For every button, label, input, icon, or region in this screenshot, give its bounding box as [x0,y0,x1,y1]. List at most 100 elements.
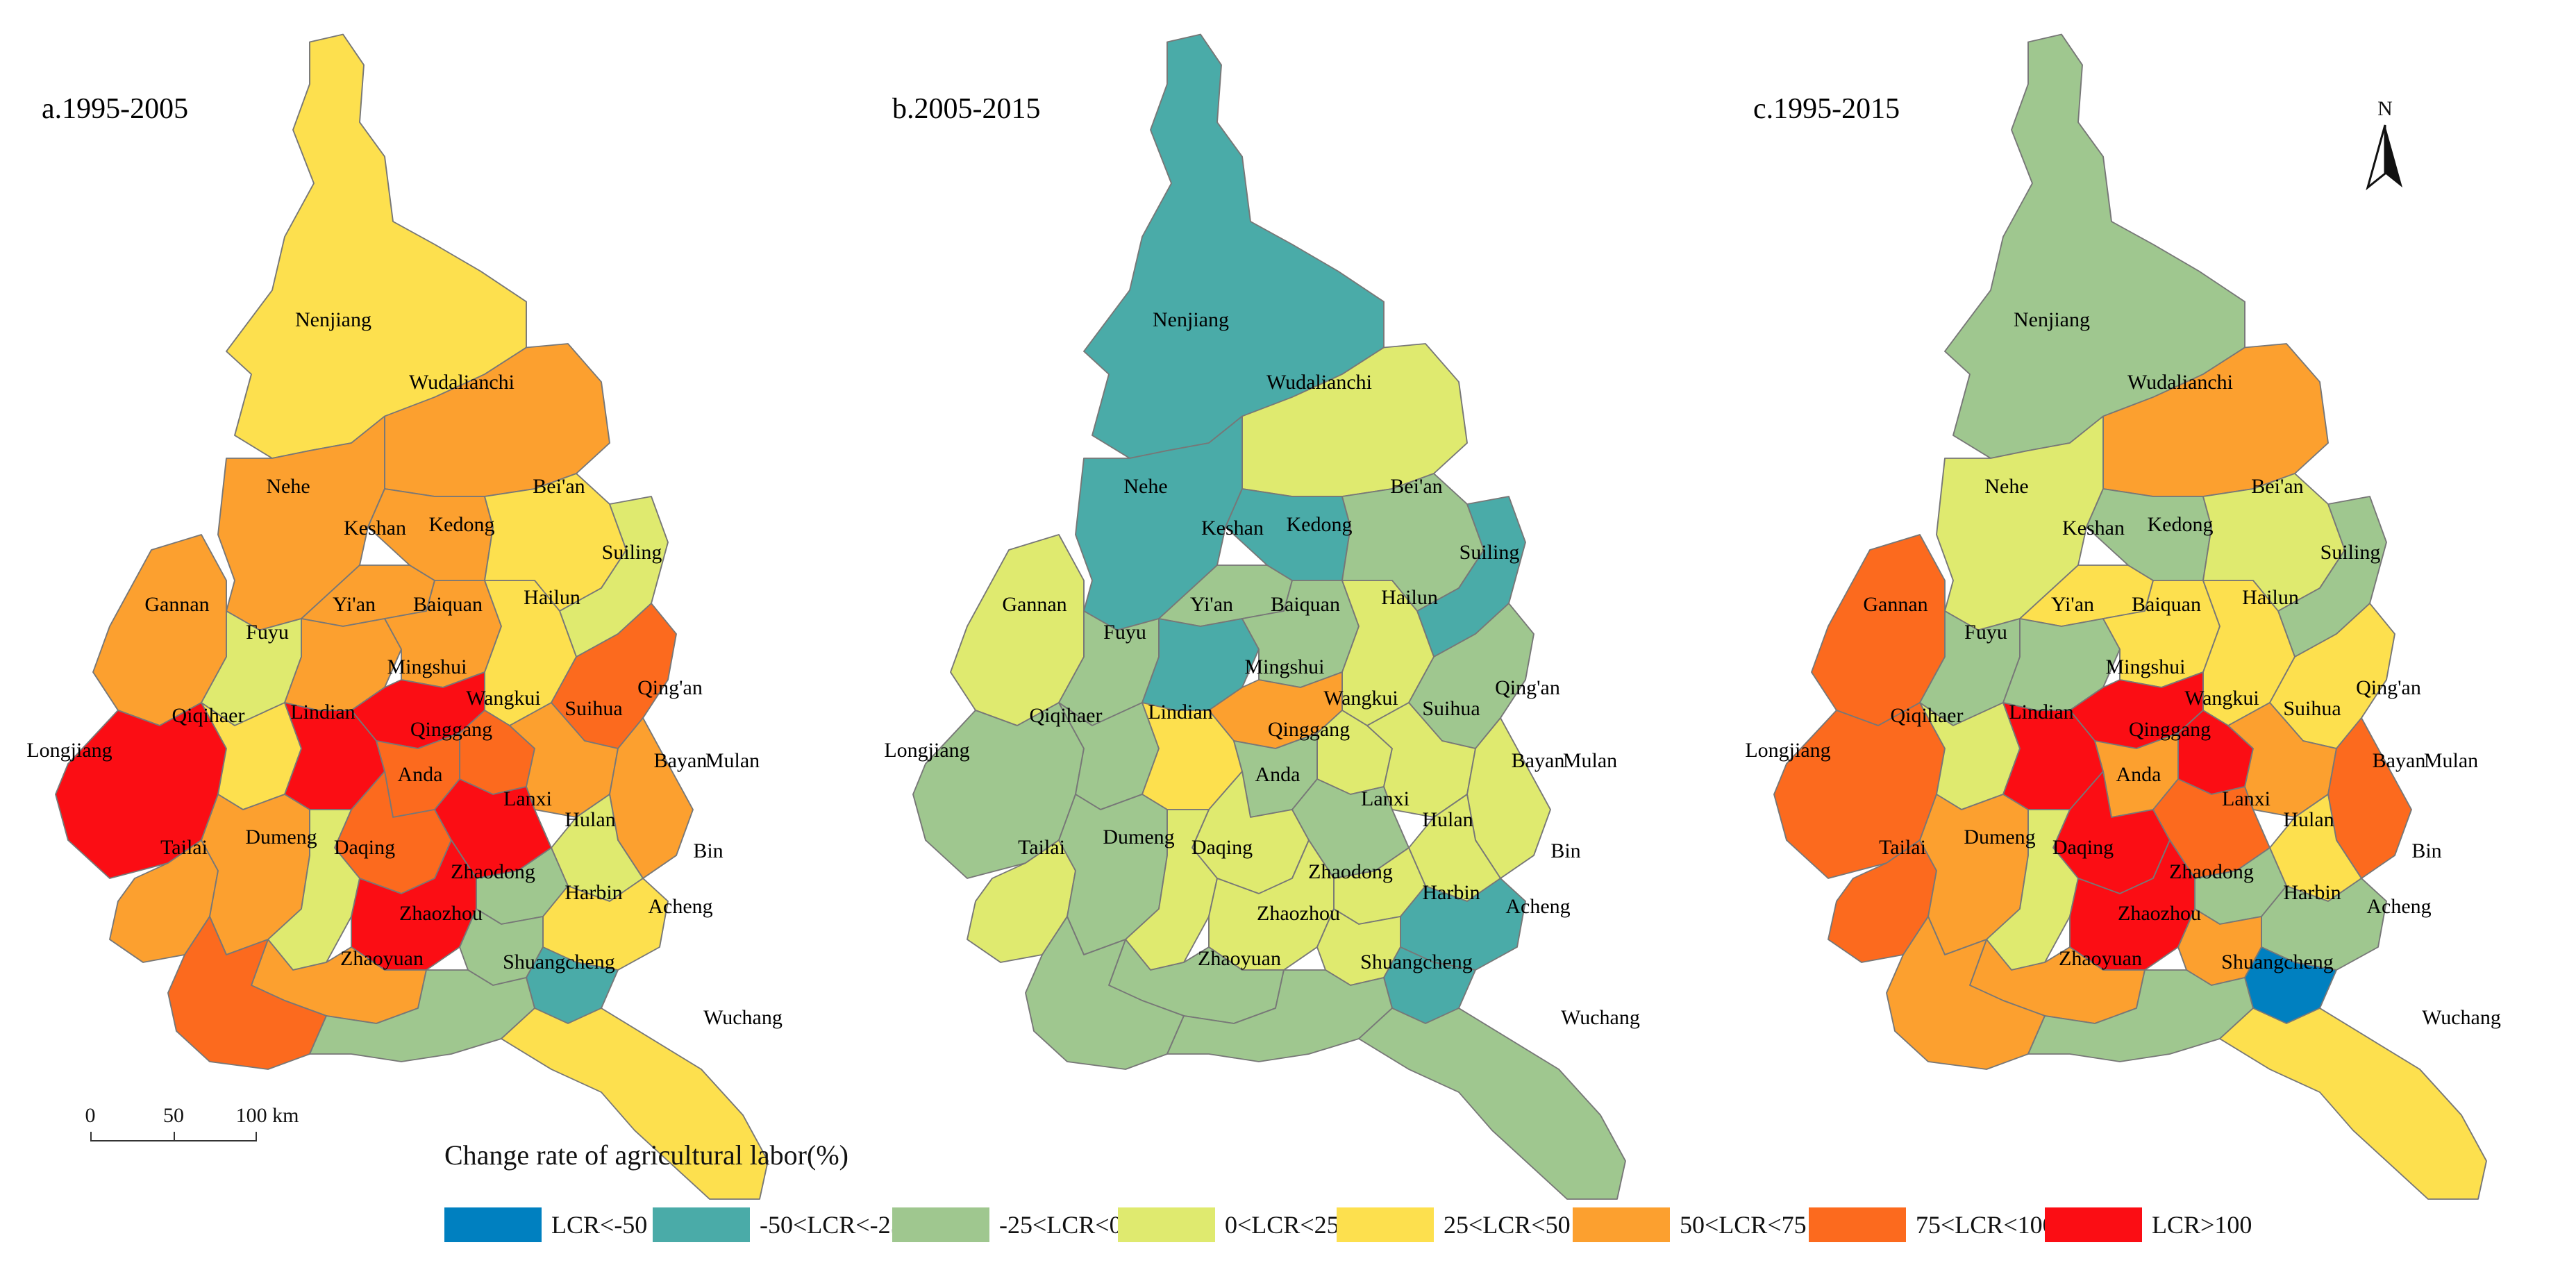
county-label: Zhaoyuan [1198,947,1281,970]
county-label: Zhaozhou [2118,902,2201,925]
county-label: Zhaoyuan [340,947,424,970]
county-label: Shuangcheng [503,951,615,973]
legend-label: 50<LCR<75 [1680,1211,1807,1239]
county-label: Hulan [564,808,615,831]
county-label: Tailai [1879,836,1926,859]
county-label: Nenjiang [295,308,371,331]
panel-title: b.2005-2015 [892,93,1041,125]
county-label: Lanxi [2222,787,2270,810]
county-label: Yi'an [1190,593,1233,616]
county-label: Mingshui [2105,655,2185,678]
county-label: Hailun [2242,586,2299,609]
county-label: Bei'an [533,475,585,498]
county-label: Lindian [2009,701,2073,723]
county-label: Bin [2411,839,2441,862]
county-label: Anda [398,763,443,786]
county-label: Fuyu [1103,621,1146,644]
county-label: Lanxi [1361,787,1410,810]
county-label: Baiquan [2132,593,2201,616]
county-label: Wudalianchi [1266,371,1372,394]
legend-swatch [653,1207,750,1242]
county-shuangcheng [2027,969,2254,1062]
county-label: Bei'an [2251,475,2303,498]
county-shuangcheng [309,969,535,1062]
legend-swatch [1809,1207,1906,1242]
county-label: Lindian [1148,701,1212,723]
scale-label-50: 50 [163,1104,184,1127]
county-label: Wudalianchi [2127,371,2233,394]
county-label: Tailai [160,836,208,859]
county-label: Nehe [266,475,310,498]
county-wuchang [501,1007,769,1200]
county-label: Qing'an [1495,676,1560,699]
county-label: Acheng [1505,895,1570,918]
legend-item: LCR<-50 [444,1205,647,1244]
county-label: Nenjiang [1153,308,1229,331]
scale-tick [90,1132,92,1140]
county-label: Harbin [564,881,622,904]
county-label: Qing'an [2356,676,2421,699]
county-label: Nehe [1123,475,1167,498]
county-label: Bayan [1512,749,1565,772]
county-label: Bin [693,839,723,862]
county-label: Daqing [334,836,395,859]
county-label: Nehe [1984,475,2028,498]
scale-label-100: 100 km [235,1104,299,1127]
legend-swatch [1573,1207,1670,1242]
scale-bar: 0 50 100 km [85,1104,299,1160]
county-label: Suihua [2283,697,2341,720]
county-label: Dumeng [245,826,317,848]
legend-label: LCR<-50 [551,1211,648,1239]
county-label: Shuangcheng [1360,951,1473,973]
county-label: Fuyu [246,621,289,644]
county-label: Longjiang [26,739,112,762]
county-label: Wangkui [1323,687,1398,710]
county-label: Zhaozhou [399,902,483,925]
county-label: Anda [1255,763,1300,786]
county-label: Yi'an [2051,593,2094,616]
county-label: Dumeng [1103,826,1174,848]
county-label: Suihua [564,697,622,720]
county-label: Gannan [1002,593,1067,616]
county-label: Anda [2116,763,2161,786]
county-label: Qinggang [410,718,492,741]
county-label: Baiquan [1271,593,1340,616]
county-label: Longjiang [1745,739,1830,762]
county-label: Keshan [1201,517,1264,540]
county-label: Mingshui [387,655,467,678]
county-label: Zhaodong [2169,860,2254,883]
county-label: Zhaozhou [1257,902,1340,925]
legend-swatch [1118,1207,1215,1242]
panel-title: a.1995-2005 [42,93,188,125]
scale-line [90,1140,257,1141]
legend-label: LCR>100 [2152,1211,2252,1239]
county-label: Acheng [648,895,712,918]
county-label: Wangkui [466,687,541,710]
county-shuangcheng [1166,969,1393,1062]
county-label: Hailun [524,586,580,609]
county-label: Zhaoyuan [2059,947,2142,970]
north-arrow: N [2361,97,2409,194]
county-label: Bei'an [1390,475,1442,498]
county-label: Wuchang [1561,1006,1640,1029]
county-label: Mulan [2424,749,2478,772]
county-label: Mulan [1563,749,1617,772]
county-label: Dumeng [1964,826,2035,848]
map-panel-2: b.2005-2015 Nenjiang Wudalianchi Nehe Keshan… [884,33,1640,1200]
legend-label: -50<LCR<-25 [760,1211,903,1239]
county-label: Suiling [602,541,662,564]
county-label: Wangkui [2184,687,2259,710]
county-label: Qing'an [637,676,703,699]
county-label: Qinggang [2129,718,2211,741]
county-label: Kedong [429,513,495,536]
county-label: Hulan [2283,808,2334,831]
legend-item: 75<LCR<100 [1809,1205,2055,1244]
county-label: Kedong [1287,513,1353,536]
county-label: Qiqihaer [172,704,245,727]
county-label: Bin [1550,839,1580,862]
county-label: Zhaodong [1308,860,1393,883]
county-label: Nenjiang [2014,308,2090,331]
county-label: Lanxi [503,787,552,810]
scale-tick [174,1132,175,1140]
legend-swatch [2045,1207,2142,1242]
